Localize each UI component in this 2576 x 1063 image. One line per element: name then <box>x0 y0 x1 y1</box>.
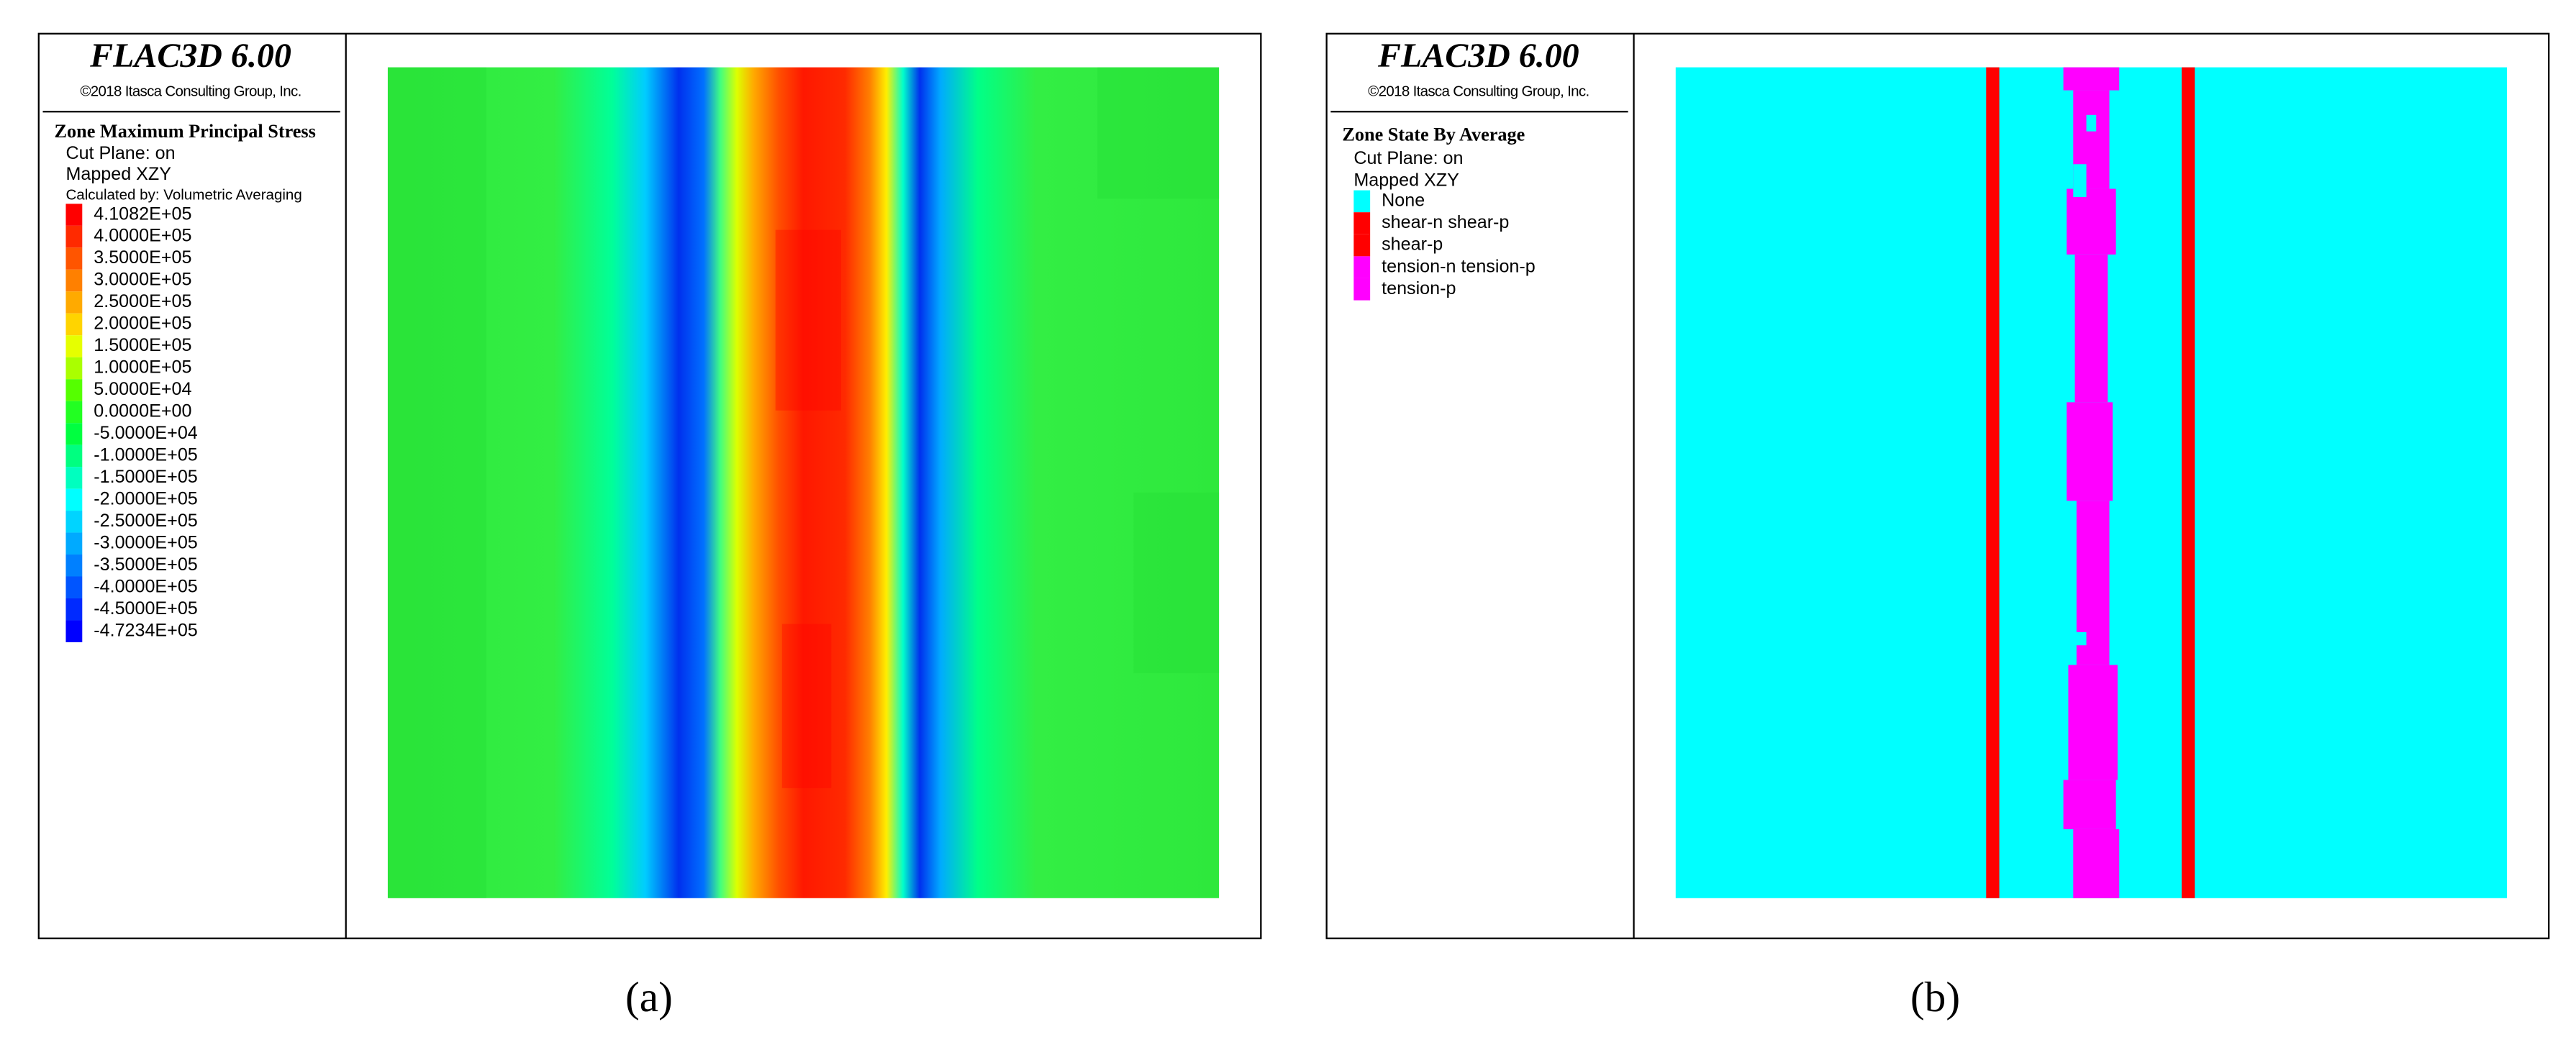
legend-label: -5.0000E+04 <box>94 423 198 443</box>
state-holes <box>2073 114 2097 646</box>
legend-label: 1.0000E+05 <box>94 357 191 378</box>
legend-swatch <box>65 488 83 511</box>
stress-contour <box>387 67 1220 898</box>
legend-label: -4.0000E+05 <box>94 576 198 596</box>
legend-line: Cut Plane: on <box>65 143 175 163</box>
legend-swatch <box>65 532 83 555</box>
shear-band <box>1986 67 2000 898</box>
legend-label: 0.0000E+00 <box>94 401 191 421</box>
contour-texture <box>387 67 1220 898</box>
legend-swatch <box>1353 234 1371 257</box>
software-title: FLAC3D 6.00 <box>1377 37 1579 75</box>
legend-swatch <box>65 620 83 642</box>
legend-swatch <box>1353 256 1371 278</box>
legend-label: -4.7234E+05 <box>94 620 198 640</box>
legend-swatch <box>1353 190 1371 213</box>
copyright: ©2018 Itasca Consulting Group, Inc. <box>1368 83 1589 99</box>
legend-swatch <box>65 291 83 314</box>
legend-label: shear-n shear-p <box>1382 212 1509 232</box>
legend-line: Calculated by: Volumetric Averaging <box>65 187 301 204</box>
legend-label: -3.0000E+05 <box>94 532 198 552</box>
legend-swatch <box>65 576 83 598</box>
legend-label: shear-p <box>1382 234 1443 255</box>
legend-swatch <box>65 335 83 357</box>
legend-label: 1.5000E+05 <box>94 335 191 355</box>
legend-line: Cut Plane: on <box>1353 148 1463 168</box>
legend-swatch <box>65 204 83 226</box>
legend-label: 2.5000E+05 <box>94 291 191 311</box>
legend-label: 3.5000E+05 <box>94 247 191 268</box>
legend-label: 4.1082E+05 <box>94 204 191 224</box>
legend-line: Mapped XZY <box>65 164 171 184</box>
legend-label: -2.0000E+05 <box>94 488 198 508</box>
legend-label: -1.0000E+05 <box>94 445 198 465</box>
legend-line: Mapped XZY <box>1353 170 1459 190</box>
legend-label: tension-n tension-p <box>1382 256 1536 276</box>
legend-swatch <box>1353 278 1371 301</box>
legend-swatch <box>65 247 83 270</box>
copyright: ©2018 Itasca Consulting Group, Inc. <box>80 83 301 99</box>
legend-swatch <box>65 511 83 533</box>
legend-swatch <box>65 467 83 489</box>
legend-label: None <box>1382 191 1425 211</box>
shear-band <box>2181 67 2195 898</box>
legend-swatch <box>65 269 83 292</box>
legend-swatch <box>65 401 83 424</box>
legend-swatch <box>65 423 83 445</box>
legend-label: tension-p <box>1382 278 1456 298</box>
caption: (b) <box>1910 973 1960 1021</box>
tension-zone <box>2063 67 2120 898</box>
legend-swatch <box>65 313 83 336</box>
legend-label: 5.0000E+04 <box>94 379 191 399</box>
legend-label: -3.5000E+05 <box>94 555 198 575</box>
legend-label: -2.5000E+05 <box>94 511 198 531</box>
legend-label: -1.5000E+05 <box>94 467 198 487</box>
legend-swatch <box>65 555 83 577</box>
caption: (a) <box>625 973 673 1021</box>
legend-swatch <box>65 444 83 467</box>
legend-swatch <box>65 225 83 248</box>
legend-swatch <box>65 598 83 621</box>
legend-title: Zone Maximum Principal Stress <box>54 121 315 142</box>
legend-label: -4.5000E+05 <box>94 598 198 619</box>
legend-label: 4.0000E+05 <box>94 226 191 246</box>
legend-swatch <box>65 379 83 401</box>
legend-swatch <box>65 357 83 380</box>
legend-swatch <box>1353 212 1371 234</box>
software-title: FLAC3D 6.00 <box>89 37 291 75</box>
legend-label: 2.0000E+05 <box>94 314 191 334</box>
legend-label: 3.0000E+05 <box>94 270 191 290</box>
legend-title: Zone State By Average <box>1342 124 1525 145</box>
